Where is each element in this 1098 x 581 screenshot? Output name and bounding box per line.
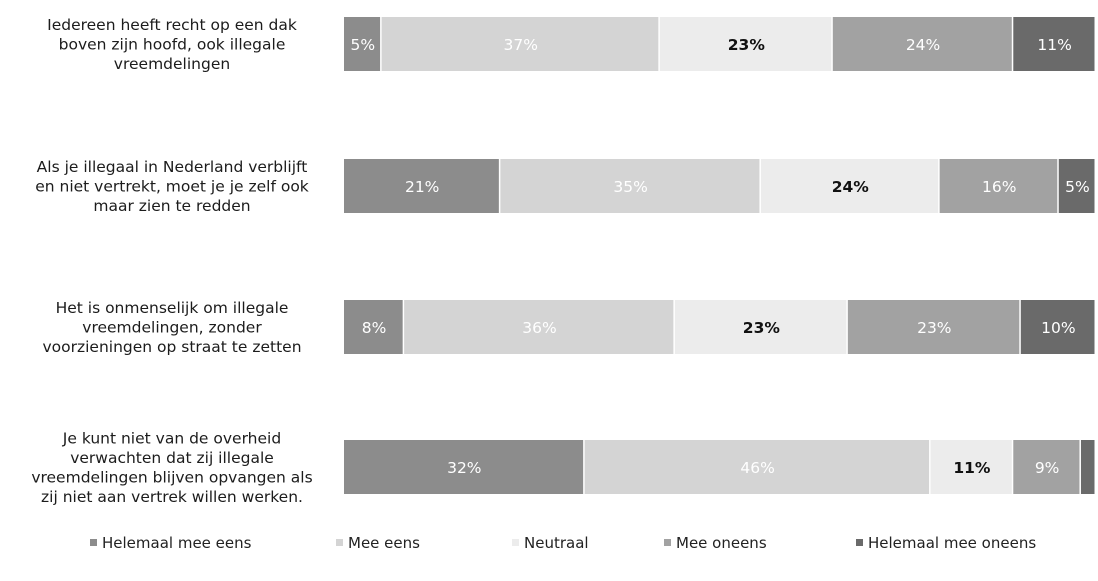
bar-mee-eens xyxy=(500,159,760,213)
category-label: Als je illegaal in Nederland verblijft en… xyxy=(35,158,309,215)
legend-label: Helemaal mee eens xyxy=(102,534,252,552)
data-label: 16% xyxy=(982,178,1016,196)
bar-helemaal-mee-eens xyxy=(344,17,381,71)
legend-swatch xyxy=(336,539,343,546)
data-label: 24% xyxy=(832,178,870,196)
data-label: 9% xyxy=(1035,459,1060,477)
data-label: 5% xyxy=(351,36,376,54)
data-label: 10% xyxy=(1041,319,1075,337)
legend-item-helemaal-mee-oneens: Helemaal mee oneens xyxy=(856,534,1036,552)
bar-helemaal-mee-eens xyxy=(344,300,403,354)
bar-mee-eens xyxy=(404,300,674,354)
bar-mee-oneens xyxy=(832,17,1012,71)
legend-label: Neutraal xyxy=(524,534,589,552)
data-label: 32% xyxy=(447,459,481,477)
data-label: 23% xyxy=(728,36,766,54)
bar-helemaal-mee-oneens xyxy=(1058,159,1095,213)
legend-swatch xyxy=(664,539,671,546)
bar-neutraal xyxy=(674,300,847,354)
bar-neutraal xyxy=(930,440,1012,494)
data-label: 21% xyxy=(405,178,439,196)
legend-swatch xyxy=(856,539,863,546)
legend-swatch xyxy=(512,539,519,546)
data-label: 11% xyxy=(1037,36,1071,54)
legend-item-mee-oneens: Mee oneens xyxy=(664,534,767,552)
data-label: 23% xyxy=(917,319,951,337)
legend-label: Helemaal mee oneens xyxy=(868,534,1036,552)
bar-mee-eens xyxy=(584,440,930,494)
bar-neutraal xyxy=(659,17,832,71)
data-label: 46% xyxy=(740,459,774,477)
legend-item-mee-eens: Mee eens xyxy=(336,534,420,552)
bar-mee-oneens xyxy=(847,300,1020,354)
legend-swatch xyxy=(90,539,97,546)
data-label: 8% xyxy=(362,319,387,337)
legend-item-helemaal-mee-eens: Helemaal mee eens xyxy=(90,534,252,552)
legend-item-neutraal: Neutraal xyxy=(512,534,589,552)
data-label: 37% xyxy=(503,36,537,54)
bar-helemaal-mee-oneens xyxy=(1013,17,1095,71)
category-label: Je kunt niet van de overheid verwachten d… xyxy=(31,429,312,506)
bar-helemaal-mee-eens xyxy=(344,440,584,494)
data-label: 35% xyxy=(613,178,647,196)
data-label: 36% xyxy=(522,319,556,337)
category-label: Iedereen heeft recht op een dak boven zij… xyxy=(47,16,297,73)
legend-label: Mee oneens xyxy=(676,534,767,552)
bar-neutraal xyxy=(760,159,939,213)
legend: Helemaal mee eens Mee eens Neutraal Mee one… xyxy=(90,534,1036,552)
data-label: 11% xyxy=(953,459,991,477)
bar-mee-oneens xyxy=(939,159,1058,213)
category-label: Het is onmenselijk om illegale vreemdelin… xyxy=(42,299,301,356)
bar-helemaal-mee-oneens xyxy=(1080,440,1095,494)
category-labels: Iedereen heeft recht op een dak boven zij… xyxy=(31,16,312,506)
bar-mee-oneens xyxy=(1013,440,1080,494)
bar-helemaal-mee-oneens xyxy=(1020,300,1095,354)
data-label: 23% xyxy=(743,319,781,337)
bar-helemaal-mee-eens xyxy=(344,159,499,213)
bar-mee-eens xyxy=(381,17,659,71)
data-label: 24% xyxy=(906,36,940,54)
legend-label: Mee eens xyxy=(348,534,420,552)
data-label: 5% xyxy=(1065,178,1090,196)
bars: 5% 37% 23% 24% 11% 21% 35% 24% 16% 5% 8% 36% 23% 23% 1… xyxy=(344,17,1095,494)
